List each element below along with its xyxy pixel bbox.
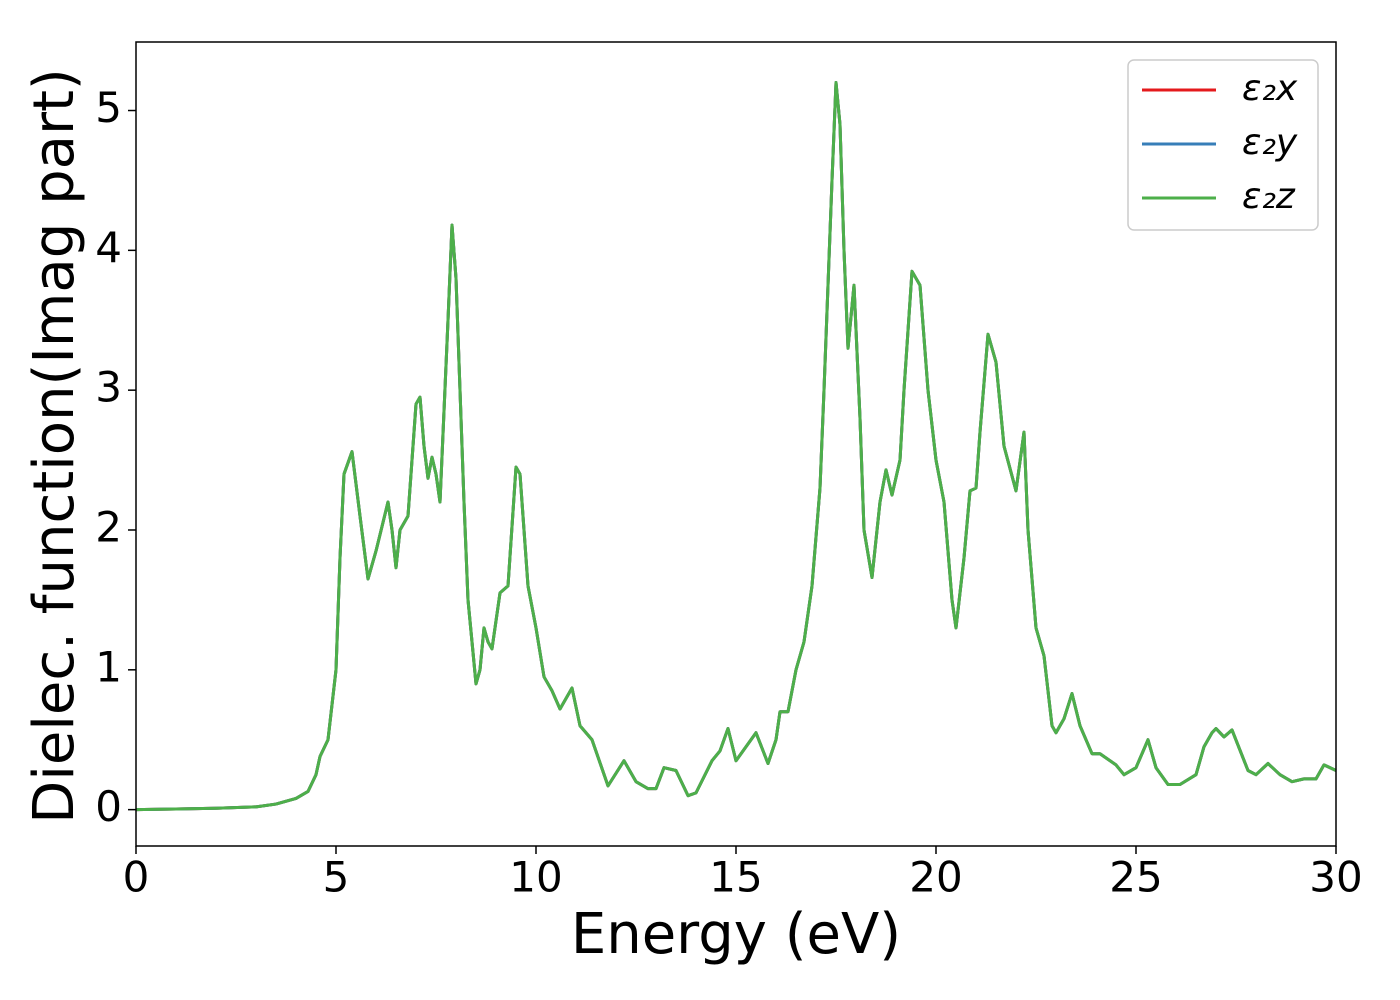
x-tick-label: 5	[323, 853, 350, 902]
legend-label: ε₂y	[1242, 122, 1298, 163]
legend-label: ε₂z	[1242, 176, 1296, 217]
x-tick-label: 15	[709, 853, 762, 902]
series-line	[135, 81, 1337, 812]
x-tick-label: 20	[909, 853, 962, 902]
legend-label: ε₂x	[1242, 68, 1298, 109]
y-tick-label: 4	[95, 223, 122, 272]
y-axis-label: Dielec. function(Imag part)	[22, 68, 87, 824]
y-tick-label: 3	[95, 363, 122, 412]
x-tick-label: 30	[1309, 853, 1362, 902]
y-tick-label: 0	[95, 782, 122, 831]
legend-box	[1127, 59, 1319, 231]
x-tick-label: 0	[123, 853, 150, 902]
plot-frame	[135, 41, 1337, 847]
x-tick-label: 10	[509, 853, 562, 902]
y-tick-label: 1	[95, 642, 122, 691]
y-tick-label: 2	[95, 502, 122, 551]
x-tick-label: 25	[1109, 853, 1162, 902]
y-tick-label: 5	[95, 83, 122, 132]
x-axis-label: Energy (eV)	[571, 902, 901, 967]
